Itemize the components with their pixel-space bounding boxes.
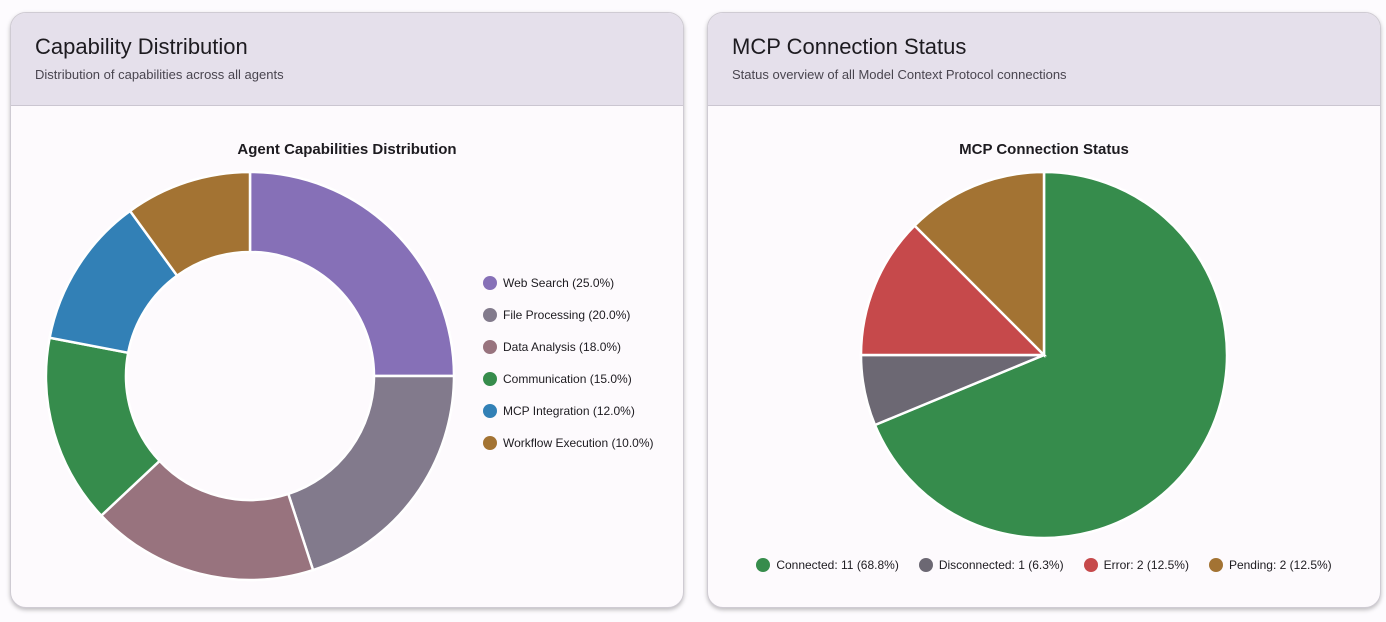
legend-item[interactable]: File Processing (20.0%) — [483, 299, 654, 331]
legend-swatch-icon — [483, 436, 497, 450]
capabilities-donut-chart — [44, 170, 456, 582]
legend-item[interactable]: Data Analysis (18.0%) — [483, 331, 654, 363]
legend-swatch-icon — [1208, 558, 1223, 572]
legend-swatch-icon — [918, 558, 933, 572]
chart-title: Agent Capabilities Distribution — [237, 141, 457, 158]
connection-status-legend: Connected: 11 (68.8%) Disconnected: 1 (6.… — [708, 558, 1380, 572]
capabilities-legend: Web Search (25.0%) File Processing (20.0%… — [483, 267, 654, 459]
slice-error[interactable] — [859, 223, 1048, 357]
legend-label: Disconnected: 1 (6.3%) — [938, 558, 1064, 572]
connection-status-pie-chart — [859, 170, 1229, 540]
legend-swatch-icon — [483, 340, 497, 354]
legend-label: MCP Integration (12.0%) — [503, 404, 635, 418]
slice-web-search[interactable] — [248, 170, 456, 378]
legend-item[interactable]: Workflow Execution (10.0%) — [483, 427, 654, 459]
legend-swatch-icon — [483, 372, 497, 386]
legend-swatch-icon — [483, 276, 497, 290]
card-title: Capability Distribution — [35, 34, 248, 59]
chart-title: MCP Connection Status — [959, 141, 1129, 158]
legend-label: Connected: 11 (68.8%) — [776, 558, 899, 572]
legend-swatch-icon — [483, 404, 497, 418]
legend-swatch-icon — [483, 308, 497, 322]
legend-swatch-icon — [1083, 558, 1098, 572]
legend-label: Pending: 2 (12.5%) — [1228, 558, 1332, 572]
card-subtitle: Status overview of all Model Context Pro… — [732, 67, 1067, 82]
legend-label: Data Analysis (18.0%) — [503, 340, 622, 354]
capability-distribution-card: Capability Distribution Distribution of … — [10, 12, 684, 608]
card-header: MCP Connection Status Status overview of… — [708, 13, 1380, 106]
card-title: MCP Connection Status — [732, 34, 967, 59]
legend-item[interactable]: Pending: 2 (12.5%) — [1208, 558, 1332, 572]
legend-label: Web Search (25.0%) — [503, 276, 615, 290]
mcp-connection-status-card: MCP Connection Status Status overview of… — [707, 12, 1381, 608]
legend-item[interactable]: Communication (15.0%) — [483, 363, 654, 395]
legend-label: File Processing (20.0%) — [503, 308, 631, 322]
card-subtitle: Distribution of capabilities across all … — [35, 67, 284, 82]
slice-pending[interactable] — [912, 170, 1046, 359]
slice-workflow-execution[interactable] — [128, 170, 252, 278]
card-header: Capability Distribution Distribution of … — [11, 13, 683, 106]
legend-label: Error: 2 (12.5%) — [1103, 558, 1189, 572]
legend-swatch-icon — [756, 558, 771, 572]
legend-label: Communication (15.0%) — [503, 372, 632, 386]
legend-label: Workflow Execution (10.0%) — [503, 436, 654, 450]
slice-file-processing[interactable] — [286, 374, 456, 572]
legend-item[interactable]: Connected: 11 (68.8%) — [756, 558, 899, 572]
legend-item[interactable]: Error: 2 (12.5%) — [1083, 558, 1189, 572]
legend-item[interactable]: Web Search (25.0%) — [483, 267, 654, 299]
legend-item[interactable]: MCP Integration (12.0%) — [483, 395, 654, 427]
legend-item[interactable]: Disconnected: 1 (6.3%) — [918, 558, 1064, 572]
slice-connected[interactable] — [873, 170, 1229, 540]
